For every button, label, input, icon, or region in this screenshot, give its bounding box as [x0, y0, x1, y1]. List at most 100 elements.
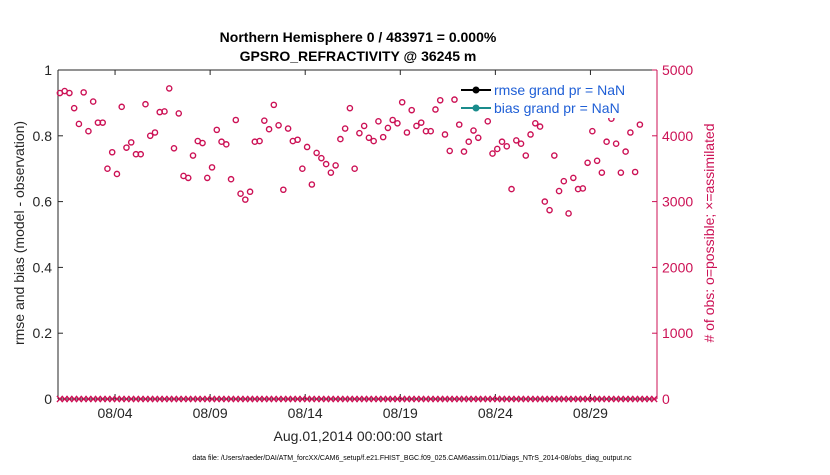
obs-possible-point	[299, 165, 306, 172]
obs-possible-point	[617, 169, 625, 176]
obs-possible-point	[104, 165, 111, 172]
obs-possible-point	[408, 106, 415, 114]
obs-possible-point	[303, 143, 311, 151]
obs-possible-point	[70, 104, 78, 112]
obs-possible-point	[551, 152, 558, 159]
obs-possible-point	[80, 89, 87, 96]
y-axis-right-label: # of obs: o=possible; ×=assimilated	[701, 123, 717, 342]
axes: 08/04 08/09 08/14 08/19 08/24 08/29 0 0.2 0.4 0.6…	[33, 62, 694, 421]
obs-possible-point	[593, 157, 601, 165]
obs-assimilated-point	[650, 395, 658, 403]
obs-possible-point	[489, 150, 496, 157]
obs-possible-point	[137, 150, 145, 158]
y-left-tick-label: 0.2	[33, 325, 53, 341]
obs-possible-point	[337, 135, 344, 143]
y-axis-left-label: rmse and bias (model - observation)	[11, 121, 27, 345]
obs-possible-point	[275, 121, 282, 129]
obs-possible-point	[142, 100, 149, 108]
obs-possible-point	[118, 103, 126, 111]
obs-possible-point	[165, 85, 173, 92]
y-right-tick-label: 0	[662, 391, 670, 407]
obs-assimilated-stroke	[650, 395, 658, 403]
legend-bias-marker	[472, 104, 480, 112]
obs-possible-point	[446, 147, 454, 155]
obs-possible-point	[441, 131, 449, 138]
x-tick-label: 08/19	[383, 405, 418, 421]
obs-possible-point	[227, 175, 235, 183]
y-right-tick-label: 2000	[662, 259, 693, 275]
obs-possible-point	[261, 117, 268, 124]
obs-possible-point	[66, 89, 73, 97]
obs-possible-point	[256, 137, 263, 145]
obs-possible-point	[631, 168, 639, 176]
obs-possible-point	[218, 138, 225, 146]
obs-possible-point	[389, 116, 396, 124]
obs-possible-point	[536, 123, 544, 130]
x-axis-label: Aug.01,2014 00:00:00 start	[274, 428, 443, 444]
obs-possible-point	[208, 164, 216, 171]
legend-rmse-label: rmse grand pr = NaN	[494, 82, 625, 98]
obs-possible-point	[465, 138, 473, 146]
x-tick-label: 08/09	[193, 405, 228, 421]
obs-possible-point	[508, 185, 515, 193]
obs-possible-point	[280, 186, 287, 194]
y-left-tick-label: 0.8	[33, 128, 53, 144]
obs-possible-point	[417, 119, 425, 126]
obs-possible-point	[246, 188, 254, 196]
obs-possible-point	[170, 145, 178, 152]
obs-possible-point	[346, 104, 354, 112]
obs-possible-point	[570, 174, 577, 182]
obs-possible-point	[546, 206, 553, 214]
obs-possible-point	[199, 139, 206, 147]
obs-possible-point	[436, 96, 444, 104]
obs-possible-point	[527, 131, 534, 138]
obs-possible-point	[565, 210, 572, 217]
obs-possible-point	[189, 152, 197, 159]
obs-possible-point	[322, 160, 330, 168]
obs-possible-point	[498, 138, 506, 146]
obs-possible-point	[531, 119, 539, 127]
legend-box	[459, 80, 645, 118]
obs-possible-point	[636, 121, 644, 128]
obs-possible-point	[427, 127, 435, 135]
obs-possible-point	[89, 98, 97, 105]
obs-possible-point	[265, 125, 273, 133]
obs-possible-point	[146, 132, 154, 140]
obs-possible-point	[175, 110, 183, 117]
y-right-tick-label: 5000	[662, 62, 693, 78]
obs-possible-point	[413, 122, 420, 130]
obs-possible-point	[384, 124, 392, 132]
obs-possible-point	[232, 116, 240, 124]
obs-possible-point	[294, 136, 301, 144]
x-tick-label: 08/04	[98, 405, 133, 421]
obs-possible-point	[403, 129, 411, 136]
obs-possible-point	[237, 190, 244, 198]
x-tick-label: 08/29	[573, 405, 608, 421]
obs-possible-point	[151, 129, 159, 136]
obs-possible-point	[313, 149, 320, 157]
data-marks	[56, 85, 658, 403]
obs-possible-point	[503, 143, 511, 150]
obs-possible-point	[270, 101, 278, 109]
obs-possible-point	[598, 169, 606, 176]
obs-possible-point	[541, 198, 549, 205]
y-right-tick-label: 4000	[662, 128, 693, 144]
obs-possible-point	[242, 196, 249, 203]
obs-possible-point	[75, 120, 83, 128]
obs-possible-point	[555, 187, 563, 195]
obs-possible-point	[370, 137, 377, 145]
y-left-tick-label: 1	[44, 62, 52, 78]
obs-possible-point	[560, 177, 568, 185]
obs-possible-point	[341, 125, 349, 132]
obs-possible-point	[455, 121, 463, 128]
obs-possible-point	[622, 148, 629, 155]
obs-possible-point	[493, 145, 501, 153]
x-tick-label: 08/24	[478, 405, 513, 421]
legend: rmse grand pr = NaN bias grand pr = NaN	[459, 80, 645, 118]
obs-possible-point	[379, 133, 387, 141]
obs-possible-point	[332, 162, 339, 169]
obs-possible-point	[99, 119, 106, 126]
chart-title-line2: GPSRO_REFRACTIVITY @ 36245 m	[240, 48, 477, 64]
obs-possible-point	[603, 138, 610, 146]
